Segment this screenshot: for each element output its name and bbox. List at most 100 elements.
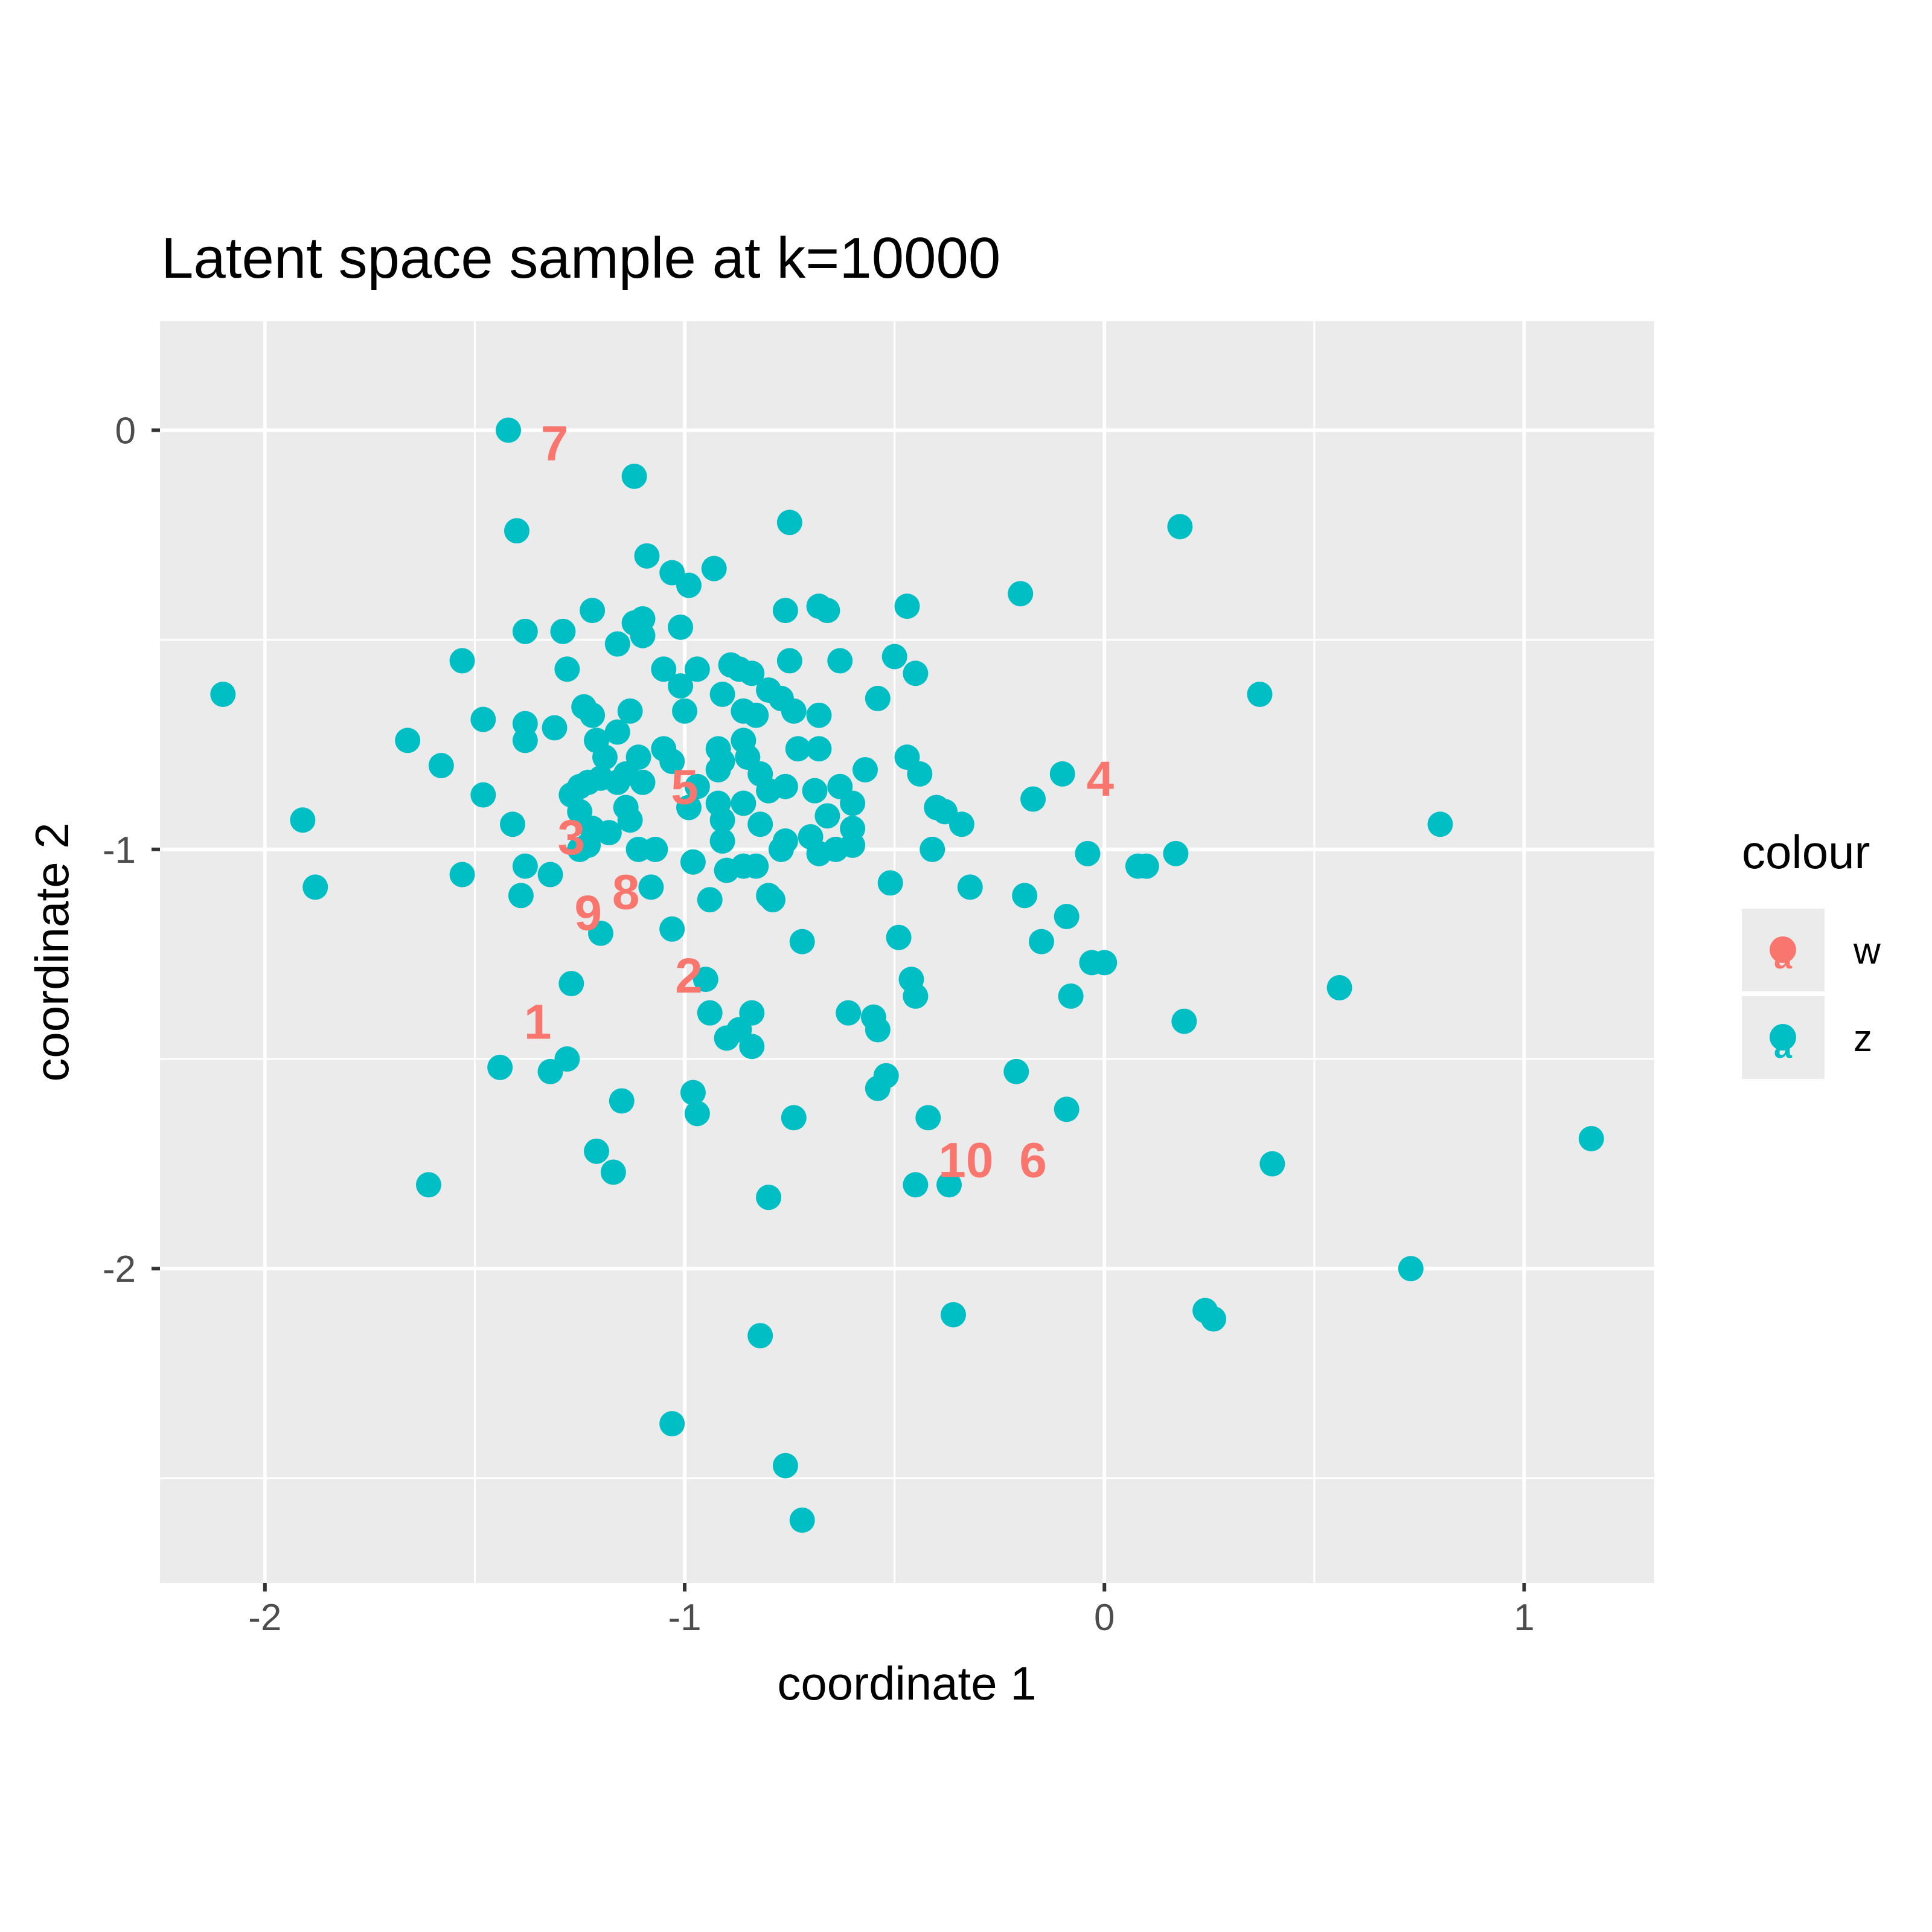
data-point-z [634, 543, 660, 569]
data-point-z [580, 702, 606, 728]
data-label-w: 2 [675, 948, 703, 1003]
data-point-z [709, 807, 735, 833]
data-point-z [449, 648, 475, 674]
data-point-z [1326, 975, 1352, 1001]
data-point-z [537, 862, 563, 888]
data-point-z [948, 811, 974, 837]
data-point-z [668, 614, 694, 640]
data-point-z [575, 832, 601, 858]
x-tick-label: -1 [668, 1597, 701, 1639]
data-point-z [940, 1302, 966, 1328]
data-point-z [772, 1453, 798, 1479]
data-point-z [1008, 581, 1034, 607]
data-point-z [1133, 853, 1159, 879]
data-point-z [558, 971, 584, 997]
data-point-z [877, 870, 903, 896]
data-point-z [659, 749, 685, 775]
data-point-z [680, 1080, 706, 1105]
data-point-z [449, 862, 475, 888]
data-point-z [772, 773, 798, 799]
data-label-w: 8 [612, 865, 640, 920]
legend-label-w: w [1853, 930, 1881, 972]
data-point-z [550, 618, 576, 644]
data-point-z [1398, 1256, 1424, 1282]
series-w-labels: 1 2 3 4 5 6 7 89 10 [524, 416, 1115, 1188]
data-point-z [789, 1507, 815, 1533]
data-point-z [554, 656, 580, 682]
data-point-z [428, 753, 454, 779]
data-point-z [1054, 903, 1080, 929]
y-tick-labels: 0 -1 -2 [103, 411, 136, 1291]
data-point-z [852, 756, 878, 782]
data-point-z [651, 656, 677, 682]
data-label-w: 9 [574, 886, 602, 941]
data-point-z [1247, 681, 1273, 707]
data-point-z [1012, 883, 1038, 909]
data-point-z [697, 1000, 723, 1026]
x-tick-label: 0 [1094, 1597, 1115, 1639]
data-point-z [836, 1000, 862, 1026]
data-point-z [865, 1017, 891, 1043]
data-point-z [1201, 1306, 1227, 1332]
data-point-z [676, 795, 702, 820]
data-point-z [680, 849, 706, 875]
data-point-z [504, 518, 529, 544]
data-point-z [617, 807, 643, 833]
data-point-z [1167, 514, 1193, 540]
data-point-z [1049, 761, 1075, 787]
data-point-z [415, 1172, 441, 1198]
data-point-z [630, 769, 656, 795]
data-point-z [1028, 929, 1054, 955]
data-point-z [886, 924, 912, 950]
data-label-w: 3 [558, 810, 586, 865]
data-point-z [747, 1323, 773, 1349]
y-tick-label: -2 [103, 1249, 136, 1290]
data-point-z [1003, 1058, 1029, 1084]
data-point-z [881, 644, 907, 670]
data-point-z [512, 853, 538, 879]
data-point-z [814, 598, 840, 624]
data-point-z [676, 572, 702, 598]
x-tick-labels: -2 -1 0 1 [248, 1597, 1534, 1639]
data-point-z [512, 728, 538, 753]
data-point-z [604, 769, 630, 795]
data-point-z [1259, 1151, 1285, 1177]
data-point-z [508, 883, 534, 909]
plot-panel [160, 321, 1654, 1583]
legend-title: colour [1742, 825, 1870, 878]
data-point-z [701, 555, 727, 581]
data-label-w: 7 [541, 416, 569, 471]
data-point-z [743, 853, 769, 879]
data-point-z [1054, 1096, 1080, 1122]
data-point-z [684, 656, 710, 682]
data-point-z [865, 685, 891, 711]
data-point-z [739, 1034, 765, 1060]
data-point-z [814, 803, 840, 829]
data-point-z [487, 1054, 513, 1080]
data-point-z [903, 983, 929, 1009]
data-point-z [290, 807, 316, 833]
data-point-z [768, 836, 794, 862]
data-point-z [894, 593, 920, 619]
data-point-z [470, 782, 496, 808]
data-point-z [806, 840, 832, 866]
data-point-z [920, 836, 945, 862]
data-point-z [642, 836, 668, 862]
data-label-w: 1 [524, 995, 552, 1050]
data-point-z [1020, 786, 1046, 812]
data-point-z [684, 773, 710, 799]
data-point-z [709, 828, 735, 854]
data-point-z [785, 736, 811, 762]
data-point-z [672, 698, 698, 724]
data-label-w: 5 [671, 760, 699, 815]
data-point-z [638, 874, 664, 900]
data-label-w: 6 [1019, 1133, 1047, 1188]
data-point-z [747, 811, 773, 837]
data-point-z [760, 887, 786, 913]
y-tick-label: 0 [115, 411, 136, 452]
data-point-z [739, 661, 765, 686]
data-point-z [907, 761, 933, 787]
data-point-z [592, 744, 618, 770]
data-point-z [802, 778, 828, 804]
